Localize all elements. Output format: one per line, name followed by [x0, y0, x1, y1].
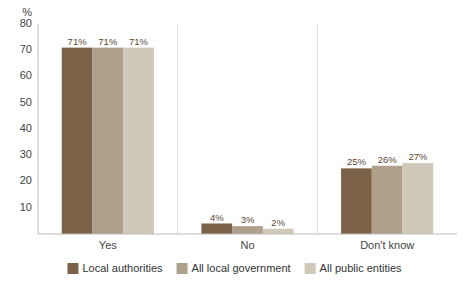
x-axis-line — [38, 234, 457, 235]
y-tick-label: 40 — [20, 122, 32, 134]
bar — [403, 163, 434, 234]
y-tick-label: 50 — [20, 96, 32, 108]
bar — [232, 226, 263, 234]
data-labels: 71% 4% 25% 71% 3% 26% 71% 2% 27% — [68, 36, 428, 228]
legend-swatch — [67, 263, 78, 274]
group-separator — [177, 24, 178, 234]
chart: 10 20 30 40 50 60 70 80% 71% 4% 25% 71% 3% 26% 71% 2% 27… — [0, 0, 469, 286]
y-tick-label: 60 — [20, 69, 32, 81]
bar — [372, 166, 403, 234]
data-label: 71% — [68, 36, 88, 47]
bar — [263, 229, 294, 234]
data-label: 2% — [271, 217, 285, 228]
legend-swatch — [177, 263, 188, 274]
y-tick-label: 80 — [20, 17, 32, 29]
y-axis-line — [38, 24, 39, 234]
data-label: 25% — [347, 156, 367, 167]
bar — [341, 168, 372, 234]
y-tick-label: 30 — [20, 148, 32, 160]
x-tick-label: Don't know — [360, 239, 414, 251]
bars — [62, 48, 434, 234]
data-label: 26% — [378, 154, 398, 165]
data-label: 3% — [241, 214, 255, 225]
x-tick-label: Yes — [99, 239, 117, 251]
bar — [123, 48, 154, 234]
data-label: 71% — [129, 36, 149, 47]
data-label: 27% — [408, 151, 428, 162]
legend-label: All public entities — [320, 262, 402, 274]
legend: Local authorities All local government All… — [67, 262, 402, 274]
legend-label: All local government — [192, 262, 291, 274]
data-label: 71% — [98, 36, 118, 47]
legend-swatch — [305, 263, 316, 274]
bar — [201, 224, 232, 235]
group-separator — [317, 24, 318, 234]
y-tick-label: 70 — [20, 43, 32, 55]
y-axis-label: % — [22, 6, 32, 18]
legend-label: Local authorities — [82, 262, 163, 274]
bar — [92, 48, 123, 234]
data-label: 4% — [210, 212, 224, 223]
x-tick-label: No — [240, 239, 254, 251]
y-tick-label: 20 — [20, 174, 32, 186]
bar — [62, 48, 93, 234]
y-tick-label: 10 — [20, 201, 32, 213]
